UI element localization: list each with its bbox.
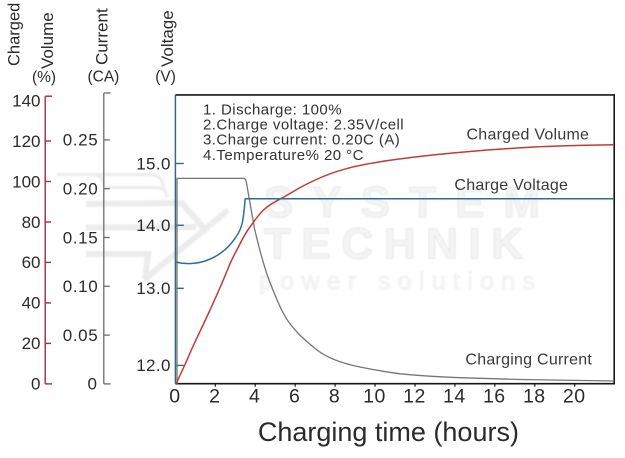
- svg-text:Voltage: Voltage: [158, 10, 177, 67]
- svg-text:6: 6: [289, 386, 300, 408]
- svg-text:15.0: 15.0: [136, 154, 171, 173]
- svg-text:Charge Voltage: Charge Voltage: [454, 177, 568, 194]
- svg-text:12: 12: [403, 386, 426, 408]
- svg-text:40: 40: [22, 294, 41, 313]
- svg-text:(V): (V): [155, 68, 176, 85]
- svg-text:Volume: Volume: [38, 12, 57, 69]
- svg-text:10: 10: [363, 386, 386, 408]
- svg-text:16: 16: [483, 386, 506, 408]
- svg-text:140: 140: [12, 91, 40, 110]
- svg-text:0.20: 0.20: [63, 180, 99, 199]
- svg-text:4.Temperature% 20 °C: 4.Temperature% 20 °C: [203, 147, 364, 164]
- svg-text:0: 0: [31, 375, 40, 394]
- svg-text:Charged Volume: Charged Volume: [467, 127, 590, 144]
- svg-text:100: 100: [12, 172, 40, 191]
- svg-text:0: 0: [169, 386, 180, 408]
- svg-text:14: 14: [443, 386, 466, 408]
- svg-text:2.Charge voltage: 2.35V/cell: 2.Charge voltage: 2.35V/cell: [203, 117, 404, 134]
- svg-text:12.0: 12.0: [136, 356, 171, 375]
- svg-text:14.0: 14.0: [136, 216, 171, 235]
- svg-text:0: 0: [88, 375, 97, 394]
- svg-text:Charged: Charged: [6, 3, 24, 66]
- svg-text:2: 2: [209, 386, 220, 408]
- svg-text:0.15: 0.15: [63, 228, 99, 247]
- svg-text:13.0: 13.0: [136, 279, 171, 298]
- svg-text:TECHNIK: TECHNIK: [264, 220, 523, 269]
- svg-text:80: 80: [22, 213, 41, 232]
- svg-text:0.05: 0.05: [63, 326, 99, 345]
- svg-text:20: 20: [563, 386, 586, 408]
- svg-text:(CA): (CA): [87, 68, 119, 85]
- svg-text:1. Discharge: 100%: 1. Discharge: 100%: [203, 102, 342, 119]
- svg-text:Charging time (hours): Charging time (hours): [258, 417, 519, 447]
- svg-text:18: 18: [523, 386, 546, 408]
- svg-text:8: 8: [329, 386, 340, 408]
- svg-text:power solutions: power solutions: [259, 268, 535, 296]
- svg-text:Charging Current: Charging Current: [465, 351, 592, 368]
- svg-text:60: 60: [22, 253, 41, 272]
- svg-text:120: 120: [12, 132, 40, 151]
- svg-text:3.Charge current: 0.20C (A): 3.Charge current: 0.20C (A): [203, 132, 400, 149]
- svg-text:4: 4: [249, 386, 260, 408]
- svg-text:0.25: 0.25: [63, 131, 99, 150]
- svg-text:0.10: 0.10: [63, 277, 99, 296]
- svg-text:20: 20: [22, 334, 41, 353]
- svg-text:Current: Current: [93, 8, 112, 65]
- svg-text:(%): (%): [32, 69, 56, 86]
